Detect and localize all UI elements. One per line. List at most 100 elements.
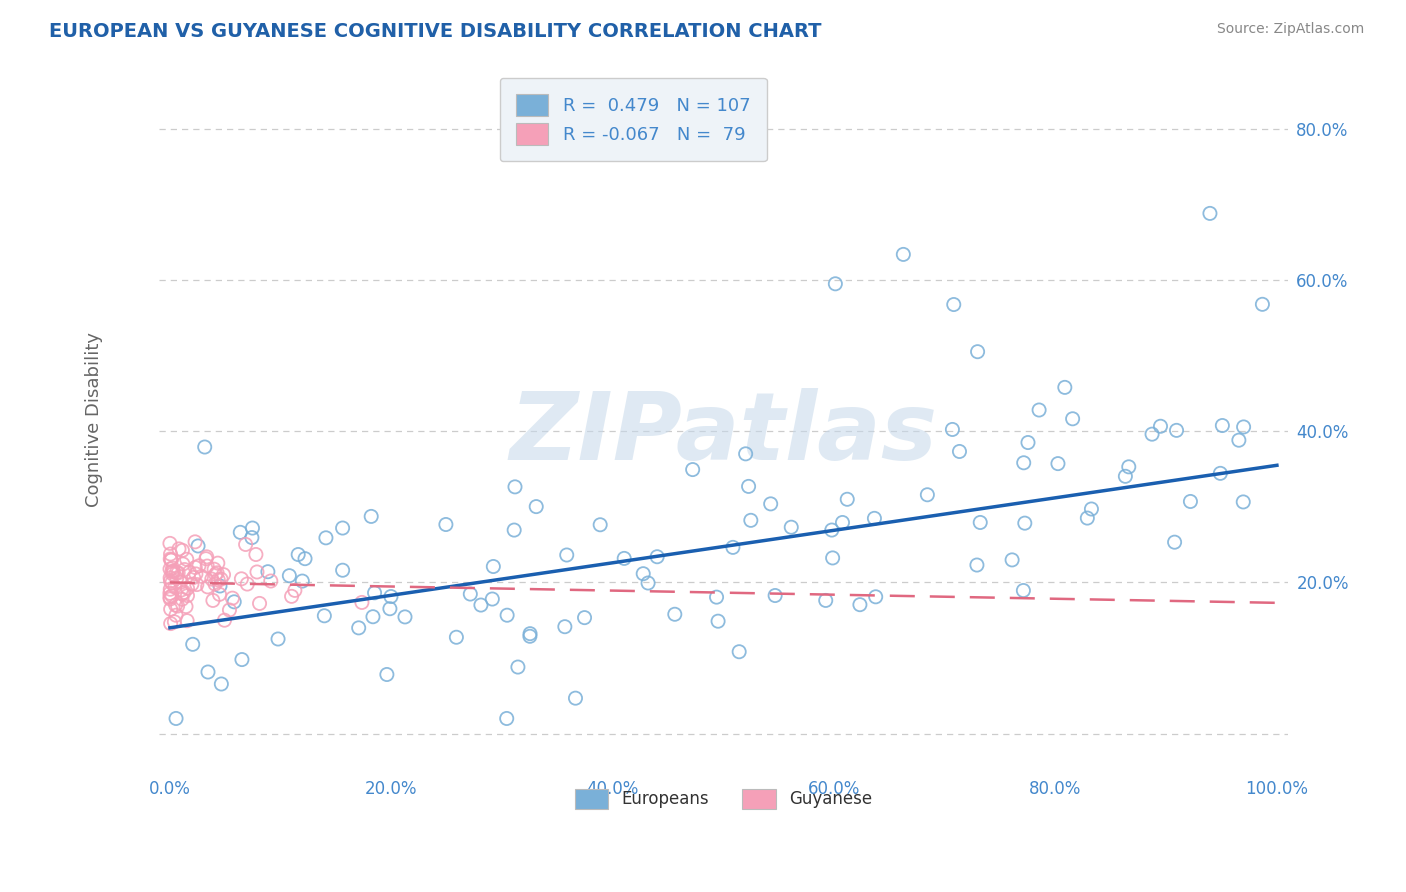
Point [160, 553, 183, 567]
Point [1001, 553, 1024, 567]
Point [740, 513, 762, 527]
Point [160, 565, 183, 579]
Point [434, 517, 457, 532]
Point [202, 562, 225, 576]
Point [181, 637, 204, 651]
Legend: Europeans, Guyanese: Europeans, Guyanese [568, 782, 879, 816]
Point [170, 582, 193, 597]
Point [165, 711, 187, 725]
Point [260, 574, 283, 588]
Point [1028, 403, 1050, 417]
Point [184, 534, 207, 549]
Point [863, 511, 886, 525]
Point [162, 561, 184, 575]
Y-axis label: Cognitive Disability: Cognitive Disability [86, 333, 103, 508]
Text: EUROPEAN VS GUYANESE COGNITIVE DISABILITY CORRELATION CHART: EUROPEAN VS GUYANESE COGNITIVE DISABILIT… [49, 22, 821, 41]
Point [837, 492, 859, 507]
Point [506, 660, 529, 674]
Point [159, 582, 181, 597]
Point [1080, 502, 1102, 516]
Point [360, 509, 382, 524]
Point [574, 610, 596, 624]
Point [361, 609, 384, 624]
Point [165, 608, 187, 623]
Point [891, 247, 914, 261]
Point [201, 572, 224, 586]
Point [207, 573, 229, 587]
Point [1076, 511, 1098, 525]
Point [645, 549, 668, 564]
Point [821, 550, 844, 565]
Point [159, 616, 181, 631]
Point [229, 525, 252, 540]
Point [1180, 494, 1202, 508]
Point [172, 557, 194, 571]
Point [165, 598, 187, 612]
Point [1163, 535, 1185, 549]
Point [291, 574, 314, 588]
Point [159, 571, 181, 585]
Point [187, 539, 209, 553]
Point [481, 592, 503, 607]
Point [350, 595, 373, 609]
Point [1233, 420, 1256, 434]
Point [1114, 469, 1136, 483]
Point [664, 607, 686, 622]
Point [519, 629, 541, 643]
Point [332, 521, 354, 535]
Point [287, 548, 309, 562]
Point [176, 581, 198, 595]
Point [159, 547, 181, 561]
Point [159, 586, 181, 600]
Point [201, 593, 224, 607]
Point [482, 559, 505, 574]
Point [214, 613, 236, 627]
Point [205, 566, 228, 580]
Point [195, 549, 218, 564]
Point [824, 277, 846, 291]
Point [496, 608, 519, 623]
Point [159, 591, 181, 605]
Point [1232, 495, 1254, 509]
Point [458, 587, 481, 601]
Point [721, 541, 744, 555]
Point [162, 564, 184, 578]
Point [1118, 459, 1140, 474]
Point [208, 587, 231, 601]
Point [948, 444, 970, 458]
Point [294, 551, 316, 566]
Point [166, 571, 188, 585]
Point [163, 580, 186, 594]
Point [1062, 411, 1084, 425]
Point [314, 608, 336, 623]
Point [231, 652, 253, 666]
Point [221, 591, 243, 606]
Point [190, 569, 212, 583]
Point [734, 447, 756, 461]
Point [159, 562, 181, 576]
Point [163, 615, 186, 629]
Point [165, 566, 187, 580]
Point [159, 574, 181, 588]
Point [589, 517, 612, 532]
Point [470, 598, 492, 612]
Point [174, 599, 197, 614]
Point [167, 541, 190, 556]
Point [1149, 419, 1171, 434]
Point [231, 572, 253, 586]
Point [503, 480, 526, 494]
Point [821, 523, 844, 537]
Point [249, 596, 271, 610]
Point [186, 577, 208, 591]
Point [966, 344, 988, 359]
Point [245, 548, 267, 562]
Point [865, 590, 887, 604]
Point [682, 462, 704, 476]
Point [207, 556, 229, 570]
Point [1012, 583, 1035, 598]
Point [212, 567, 235, 582]
Point [1166, 423, 1188, 437]
Point [315, 531, 337, 545]
Point [969, 516, 991, 530]
Point [378, 601, 401, 615]
